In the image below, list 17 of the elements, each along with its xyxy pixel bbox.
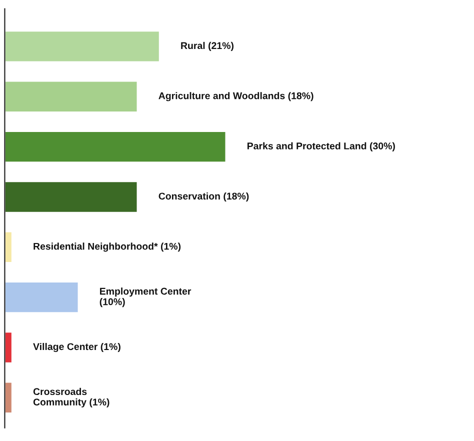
y-tick-label: Employment Center <box>100 288 192 297</box>
category-label: Rural (21%) <box>181 42 234 51</box>
bar <box>4 30 160 63</box>
bar <box>4 180 138 214</box>
category-label: Residential Neighborhood* (1%) <box>34 242 181 252</box>
bar <box>4 80 138 113</box>
bar <box>4 130 227 164</box>
category-label: Parks and Protected Land (30%) <box>247 142 395 152</box>
data-label: (10%) <box>100 298 125 308</box>
category-label: Village Center (1%) <box>33 342 120 352</box>
bar <box>4 381 13 414</box>
bar <box>4 331 13 364</box>
bar <box>4 230 13 264</box>
bar <box>4 281 80 314</box>
category-label: Conservation (18%) <box>158 192 249 202</box>
category-label: Agriculture and Woodlands (18%) <box>158 92 314 102</box>
category-label: Crossroads Community (1%) <box>33 388 110 408</box>
